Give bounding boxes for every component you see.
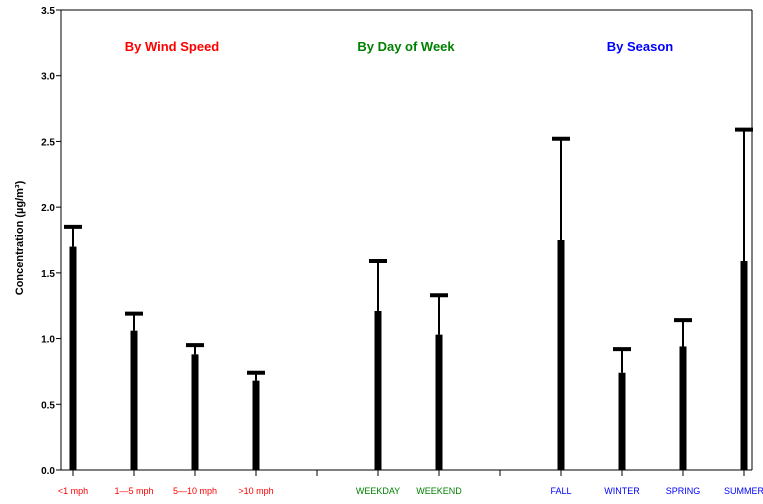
bar <box>435 334 443 470</box>
error-bars <box>64 127 753 381</box>
bar <box>557 240 565 470</box>
x-tick-labels: <1 mph 1—5 mph 5—10 mph >10 mph WEEKDAY WEEKE… <box>58 486 763 496</box>
y-tick-label: 0.5 <box>41 400 55 411</box>
plot-frame <box>60 9 753 471</box>
bar <box>740 261 748 470</box>
y-tick-label: 1.5 <box>41 269 55 280</box>
y-tick-label: 3.0 <box>41 72 55 83</box>
x-ticks <box>72 470 745 476</box>
bar <box>69 246 77 470</box>
bars <box>69 240 748 470</box>
x-tick-label: FALL <box>550 486 571 496</box>
y-tick-label: 2.5 <box>41 137 55 148</box>
y-ticks: 0.0 0.5 1.0 1.5 2.0 2.5 3.0 3.5 <box>41 6 61 477</box>
group-titles: By Wind Speed By Day of Week By Season <box>125 39 674 54</box>
y-axis-label: Concentration (µg/m³) <box>14 180 26 295</box>
x-tick-label: SPRING <box>666 486 701 496</box>
bar <box>618 372 626 470</box>
y-tick-label: 3.5 <box>41 6 55 17</box>
group-title: By Wind Speed <box>125 39 220 54</box>
group-title: By Season <box>607 39 674 54</box>
bar <box>130 330 138 470</box>
bar <box>252 380 260 470</box>
x-tick-label: WEEKDAY <box>356 486 400 496</box>
x-tick-label: WINTER <box>604 486 640 496</box>
x-tick-label: WEEKEND <box>416 486 462 496</box>
x-tick-label: SUMMER <box>724 486 763 496</box>
bar <box>191 354 199 470</box>
x-tick-label: 5—10 mph <box>173 486 217 496</box>
bar <box>679 346 687 470</box>
x-tick-label: >10 mph <box>238 486 273 496</box>
y-tick-label: 1.0 <box>41 335 55 346</box>
y-tick-label: 2.0 <box>41 203 55 214</box>
bar <box>374 310 382 470</box>
x-tick-label: 1—5 mph <box>114 486 153 496</box>
x-tick-label: <1 mph <box>58 486 88 496</box>
y-tick-label: 0.0 <box>41 466 55 477</box>
group-title: By Day of Week <box>357 39 455 54</box>
